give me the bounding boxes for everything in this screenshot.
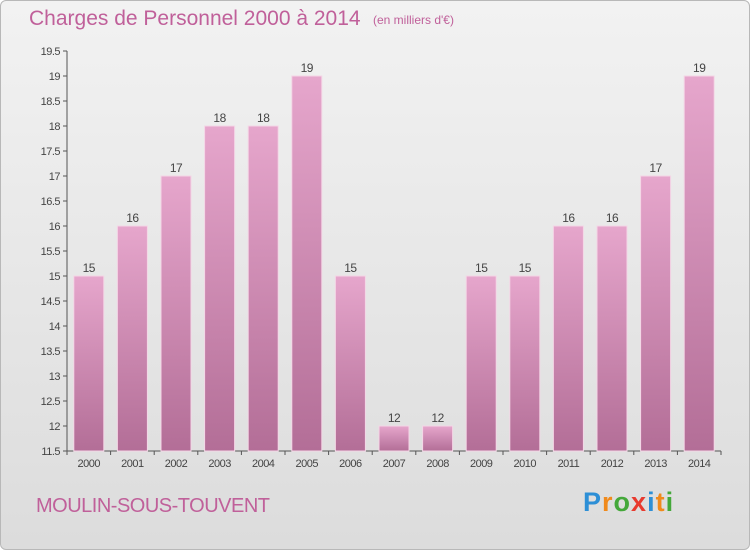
bar-value-label: 17 — [649, 161, 662, 175]
bar — [291, 75, 323, 452]
bar — [552, 225, 584, 452]
x-tick-label: 2009 — [470, 458, 493, 470]
bar-value-label: 17 — [170, 161, 183, 175]
bar — [116, 225, 148, 452]
logo-letter: i — [665, 487, 675, 517]
bar — [378, 425, 410, 452]
y-tick-label: 15 — [49, 271, 61, 283]
x-tick-label: 2011 — [558, 458, 580, 470]
bar — [683, 75, 715, 452]
bar-value-label: 15 — [475, 261, 488, 275]
bar — [596, 225, 628, 452]
y-tick-label: 14 — [49, 321, 61, 333]
y-tick-label: 13 — [49, 371, 61, 383]
x-tick-label: 2005 — [296, 458, 319, 470]
logo-letter: t — [655, 487, 666, 517]
bar — [204, 125, 236, 452]
commune-name: MOULIN-SOUS-TOUVENT — [36, 495, 270, 517]
bar — [640, 175, 672, 452]
x-tick-label: 2003 — [208, 458, 231, 470]
x-tick-label: 2004 — [252, 458, 275, 470]
x-tick-label: 2002 — [165, 458, 188, 470]
bar — [465, 275, 497, 452]
bar — [422, 425, 454, 452]
y-tick-label: 17 — [49, 171, 61, 183]
chart-title: Charges de Personnel 2000 à 2014 — [29, 7, 361, 30]
x-tick-label: 2006 — [339, 458, 362, 470]
y-tick-label: 12.5 — [41, 396, 61, 408]
x-tick-label: 2007 — [383, 458, 406, 470]
y-tick-label: 19 — [49, 71, 61, 83]
bar-value-label: 16 — [606, 211, 619, 225]
bar-value-label: 16 — [126, 211, 139, 225]
logo-letter: o — [613, 487, 632, 517]
y-tick-label: 16 — [49, 221, 61, 233]
bar — [247, 125, 279, 452]
y-tick-label: 17.5 — [41, 146, 61, 158]
bar-value-label: 18 — [257, 111, 270, 125]
x-axis: 2000 2001 2002 2003 2004 2005 2006 2007 2008 2009… — [66, 450, 722, 470]
chart-subtitle: (en milliers d'€) — [373, 13, 454, 27]
logo-letter: P — [583, 487, 603, 517]
bar-value-label: 19 — [301, 61, 314, 75]
y-tick-label: 11.5 — [41, 446, 60, 458]
y-tick-label: 12 — [49, 421, 61, 433]
y-tick-label: 15.5 — [41, 246, 61, 258]
bar-value-label: 15 — [83, 261, 96, 275]
y-axis: 11.5 12 12.5 13 13.5 14 14.5 15 15.5 16 16.5 17 17.5… — [41, 46, 68, 458]
bar-value-label: 15 — [344, 261, 357, 275]
y-tick-label: 19.5 — [41, 46, 61, 58]
x-tick-label: 2001 — [121, 458, 144, 470]
x-tick-label: 2014 — [688, 458, 711, 470]
bar — [509, 275, 541, 452]
bar-value-label: 19 — [693, 61, 706, 75]
bar — [73, 275, 105, 452]
logo-letter: x — [631, 487, 648, 517]
bar-value-label: 16 — [562, 211, 575, 225]
proxiti-logo[interactable]: Proxiti — [583, 487, 674, 518]
bar-value-label: 12 — [431, 411, 444, 425]
bar-value-label: 12 — [388, 411, 401, 425]
bar-value-label: 18 — [213, 111, 226, 125]
bar — [334, 275, 366, 452]
y-tick-label: 16.5 — [41, 196, 61, 208]
x-tick-label: 2010 — [514, 458, 537, 470]
logo-letter: r — [602, 487, 614, 517]
x-tick-label: 2000 — [78, 458, 101, 470]
y-tick-label: 13.5 — [41, 346, 61, 358]
x-tick-label: 2013 — [644, 458, 667, 470]
y-tick-label: 14.5 — [41, 296, 61, 308]
bar-value-label: 15 — [519, 261, 532, 275]
bars: 15 16 17 18 18 19 15 12 12 15 15 16 16 17 19 — [73, 61, 715, 452]
bar — [160, 175, 192, 452]
logo-letter: i — [647, 487, 656, 517]
y-tick-label: 18.5 — [41, 96, 61, 108]
x-tick-label: 2012 — [601, 458, 624, 470]
y-tick-label: 18 — [49, 121, 61, 133]
x-tick-label: 2008 — [426, 458, 449, 470]
